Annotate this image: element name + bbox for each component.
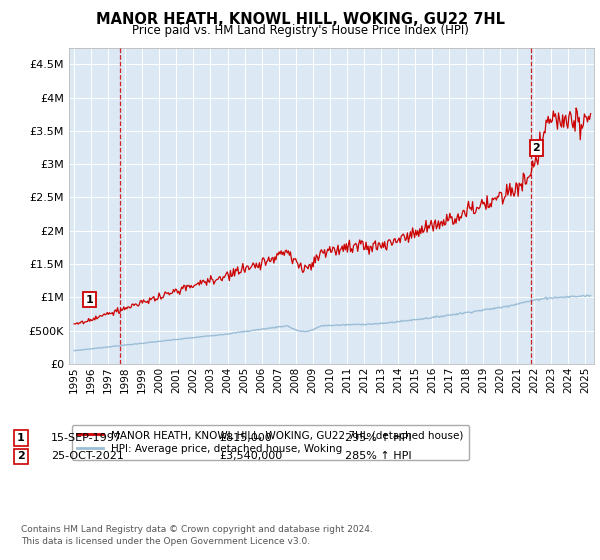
Text: £3,540,000: £3,540,000	[219, 451, 282, 461]
Text: 25-OCT-2021: 25-OCT-2021	[51, 451, 124, 461]
Text: 15-SEP-1997: 15-SEP-1997	[51, 433, 122, 443]
Legend: MANOR HEATH, KNOWL HILL, WOKING, GU22 7HL (detached house), HPI: Average price, : MANOR HEATH, KNOWL HILL, WOKING, GU22 7H…	[71, 424, 469, 460]
Text: 1: 1	[86, 295, 94, 305]
Text: Contains HM Land Registry data © Crown copyright and database right 2024.
This d: Contains HM Land Registry data © Crown c…	[21, 525, 373, 546]
Text: 2: 2	[17, 451, 25, 461]
Text: 285% ↑ HPI: 285% ↑ HPI	[345, 451, 412, 461]
Text: Price paid vs. HM Land Registry's House Price Index (HPI): Price paid vs. HM Land Registry's House …	[131, 24, 469, 36]
Text: 2: 2	[532, 143, 540, 153]
Text: MANOR HEATH, KNOWL HILL, WOKING, GU22 7HL: MANOR HEATH, KNOWL HILL, WOKING, GU22 7H…	[95, 12, 505, 27]
Text: £815,000: £815,000	[219, 433, 272, 443]
Text: 295% ↑ HPI: 295% ↑ HPI	[345, 433, 412, 443]
Text: 1: 1	[17, 433, 25, 443]
